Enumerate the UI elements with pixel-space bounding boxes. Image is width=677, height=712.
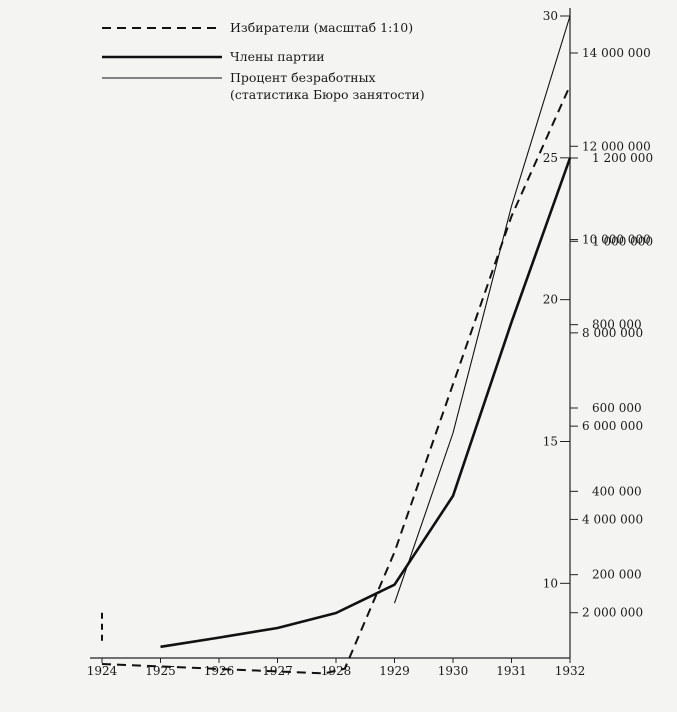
members-tick-label: 1 200 000 [592,151,653,165]
legend-label-unemployed-line1: Процент безработных [230,70,376,85]
percent-tick-label: 25 [543,151,558,165]
series-line-members [161,158,571,647]
members-tick-label: 400 000 [592,484,642,498]
percent-tick-label: 10 [543,576,558,590]
voters-tick-label: 6 000 000 [582,419,643,433]
voters-tick-label: 14 000 000 [582,46,651,60]
x-tick-label: 1926 [204,664,235,678]
x-tick-label: 1932 [555,664,586,678]
members-tick-label: 200 000 [592,568,642,582]
voters-tick-label: 2 000 000 [582,606,643,620]
series-line-unemployed [395,16,571,603]
x-tick-label: 1930 [438,664,469,678]
series-line-voters [102,86,570,674]
members-tick-label: 600 000 [592,401,642,415]
members-tick-label: 800 000 [592,318,642,332]
legend-label-unemployed-line2: (статистика Бюро занятости) [230,87,425,102]
voters-tick-label: 4 000 000 [582,512,643,526]
x-tick-label: 1924 [87,664,118,678]
percent-tick-label: 30 [543,9,558,23]
legend-label-members: Члены партии [230,49,325,64]
percent-tick-label: 15 [543,435,558,449]
x-tick-label: 1929 [379,664,410,678]
percent-tick-label: 20 [543,293,558,307]
legend-label-voters: Избиратели (масштаб 1:10) [230,20,413,35]
x-tick-label: 1931 [496,664,527,678]
members-tick-label: 1 000 000 [592,234,653,248]
